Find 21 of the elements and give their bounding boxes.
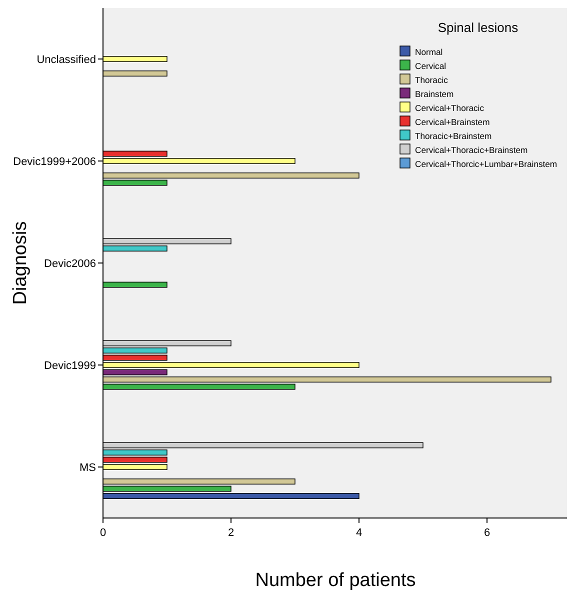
legend-label: Cervical+Brainstem (415, 117, 490, 127)
y-tick-label: MS (80, 462, 96, 474)
y-tick-label: Devic1999 (44, 360, 96, 372)
legend-label: Normal (415, 47, 443, 57)
x-tick-label: 6 (484, 527, 490, 539)
legend-label: Brainstem (415, 89, 454, 99)
legend-label: Thoracic+Brainstem (415, 131, 492, 141)
x-tick-label: 2 (228, 527, 234, 539)
legend-label: Cervical+Thorcic+Lumbar+Brainstem (415, 159, 558, 169)
legend-label: Thoracic (415, 75, 449, 85)
y-tick-label: Devic1999+2006 (13, 156, 96, 168)
x-tick-label: 4 (356, 527, 362, 539)
x-tick-label: 0 (100, 527, 106, 539)
legend-label: Cervical+Thoracic+Brainstem (415, 145, 528, 155)
x-axis-title: Number of patients (255, 570, 416, 591)
y-tick-label: Unclassified (36, 54, 96, 66)
legend-label: Cervical+Thoracic (415, 103, 485, 113)
legend-label: Cervical (415, 61, 446, 71)
y-axis-title: Diagnosis (10, 221, 31, 305)
legend-title: Spinal lesions (438, 20, 519, 35)
y-tick-label: Devic2006 (44, 258, 96, 270)
